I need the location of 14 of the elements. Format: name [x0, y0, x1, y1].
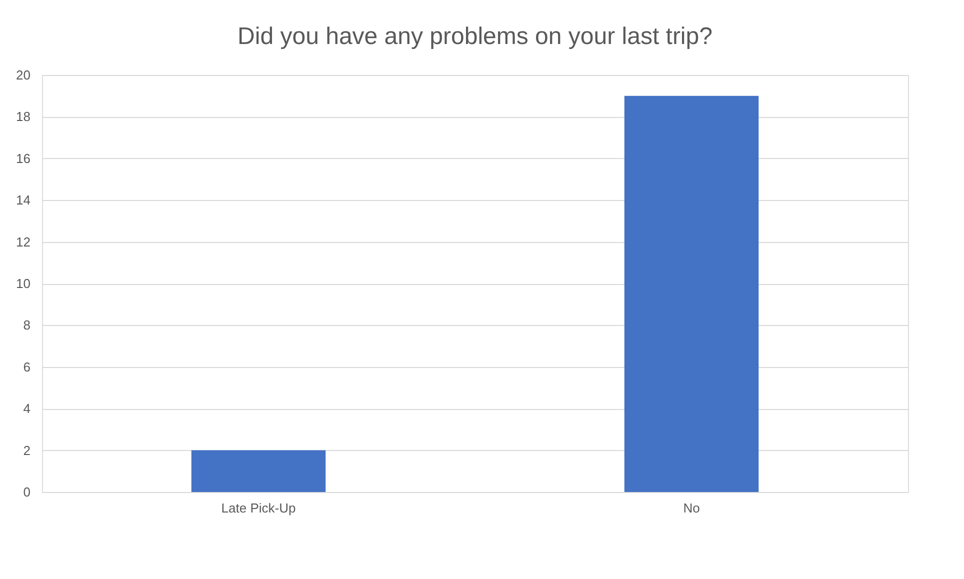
y-tick-label: 18	[16, 109, 30, 124]
y-tick-label: 16	[16, 150, 30, 166]
x-tick-label: No	[683, 500, 700, 516]
y-tick-label: 4	[23, 401, 30, 416]
y-tick-label: 0	[23, 484, 30, 500]
y-tick-label: 2	[23, 442, 30, 458]
y-tick-label: 20	[16, 68, 30, 82]
chart-title: Did you have any problems on your last trip?	[238, 23, 712, 50]
y-tick-label: 6	[23, 359, 30, 374]
x-tick-label: Late Pick-Up	[221, 500, 296, 516]
y-tick-label: 10	[16, 276, 30, 291]
y-tick-label: 12	[16, 234, 30, 250]
y-tick-label: 14	[16, 192, 30, 208]
y-tick-label: 8	[23, 318, 30, 333]
